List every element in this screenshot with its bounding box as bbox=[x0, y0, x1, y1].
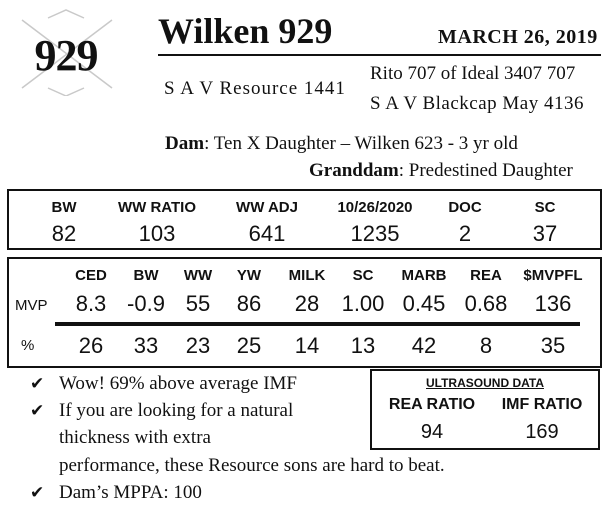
ultrasound-value-rea-ratio: 94 bbox=[420, 421, 444, 443]
weights-header-yearling-date: 10/26/2020 bbox=[337, 199, 413, 216]
epd-table: MVP % CED BW WW YW MILK SC MARB REA $MVP… bbox=[7, 257, 602, 368]
weights-header-sc: SC bbox=[534, 199, 556, 216]
sire-name: S A V Resource 1441 bbox=[164, 78, 346, 99]
note-dam-mppa: Dam’s MPPA: 100 bbox=[59, 482, 202, 503]
epd-value-yw: 86 bbox=[236, 291, 262, 316]
epd-percentile-rea: 8 bbox=[479, 333, 493, 358]
mvp-row-label: MVP bbox=[15, 297, 48, 314]
dam-line: Dam: Ten X Daughter – Wilken 623 - 3 yr … bbox=[165, 133, 518, 155]
note-thickness-line-3: performance, these Resource sons are har… bbox=[59, 455, 445, 476]
epd-percentile-marb: 42 bbox=[411, 333, 437, 358]
lot-number-logo bbox=[21, 9, 113, 96]
ultrasound-title: ULTRASOUND DATA bbox=[426, 376, 544, 390]
epd-header-rea: REA bbox=[470, 267, 502, 284]
epd-header-ced: CED bbox=[75, 267, 107, 284]
bull-name: Wilken 929 bbox=[158, 11, 333, 51]
ultrasound-table: ULTRASOUND DATA REA RATIO IMF RATIO 94 1… bbox=[370, 369, 600, 450]
weights-value-ww-adj: 641 bbox=[248, 221, 286, 246]
epd-header-bw: BW bbox=[133, 267, 159, 284]
note-thickness-line-2: thickness with extra bbox=[59, 427, 211, 448]
epd-header-yw: YW bbox=[236, 267, 262, 284]
epd-header-mvpfl: $MVPFL bbox=[523, 267, 583, 284]
weights-value-doc: 2 bbox=[458, 221, 472, 246]
epd-percentile-ww: 23 bbox=[185, 333, 211, 358]
check-icon: ✔ bbox=[30, 483, 45, 502]
epd-value-bw: -0.9 bbox=[127, 291, 165, 316]
check-icon: ✔ bbox=[30, 401, 45, 420]
note-thickness-line-1: If you are looking for a natural bbox=[59, 400, 294, 421]
granddam-value: : Predestined Daughter bbox=[398, 160, 573, 181]
epd-value-ced: 8.3 bbox=[75, 291, 107, 316]
ultrasound-header-imf-ratio: IMF RATIO bbox=[501, 396, 583, 413]
epd-value-ww: 55 bbox=[185, 291, 211, 316]
note-imf: Wow! 69% above average IMF bbox=[59, 373, 298, 394]
sale-date: MARCH 26, 2019 bbox=[438, 26, 598, 48]
granddam-line: Granddam: Predestined Daughter bbox=[309, 160, 573, 182]
percentile-row-label: % bbox=[21, 337, 35, 354]
check-icon: ✔ bbox=[30, 374, 45, 393]
epd-header-marb: MARB bbox=[401, 267, 447, 284]
epd-value-mvpfl: 136 bbox=[534, 291, 572, 316]
epd-percentile-mvpfl: 35 bbox=[540, 333, 566, 358]
weights-value-yearling: 1235 bbox=[350, 221, 400, 246]
epd-divider bbox=[55, 322, 580, 326]
ultrasound-value-imf-ratio: 169 bbox=[525, 421, 559, 443]
weights-value-bw: 82 bbox=[51, 221, 77, 246]
epd-percentile-bw: 33 bbox=[133, 333, 159, 358]
epd-value-rea: 0.68 bbox=[464, 291, 508, 316]
epd-header-milk: MILK bbox=[288, 267, 326, 284]
epd-percentile-sc: 13 bbox=[350, 333, 376, 358]
ultrasound-header-rea-ratio: REA RATIO bbox=[388, 396, 476, 413]
lot-number: 929 bbox=[34, 31, 99, 80]
epd-percentile-milk: 14 bbox=[294, 333, 320, 358]
epd-percentile-yw: 25 bbox=[236, 333, 262, 358]
weights-header-bw: BW bbox=[51, 199, 77, 216]
epd-value-marb: 0.45 bbox=[402, 291, 446, 316]
epd-header-ww: WW bbox=[183, 267, 213, 284]
title-divider bbox=[158, 54, 601, 56]
epd-header-sc: SC bbox=[352, 267, 374, 284]
epd-percentile-ced: 26 bbox=[78, 333, 104, 358]
epd-value-sc: 1.00 bbox=[341, 291, 385, 316]
weights-header-doc: DOC bbox=[448, 199, 482, 216]
dam-label: Dam bbox=[165, 133, 205, 154]
weights-header-ww-adj: WW ADJ bbox=[236, 199, 298, 216]
sire-sire-name: Rito 707 of Ideal 3407 707 bbox=[370, 63, 576, 84]
dam-value: : Ten X Daughter – Wilken 623 - 3 yr old bbox=[204, 133, 518, 154]
weights-header-ww-ratio: WW RATIO bbox=[117, 199, 197, 216]
weights-value-ww-ratio: 103 bbox=[138, 221, 176, 246]
weights-value-sc: 37 bbox=[532, 221, 558, 246]
weights-table: BW WW RATIO WW ADJ 10/26/2020 DOC SC 82 … bbox=[7, 189, 602, 250]
epd-value-milk: 28 bbox=[294, 291, 320, 316]
sire-dam-name: S A V Blackcap May 4136 bbox=[370, 93, 584, 114]
granddam-label: Granddam bbox=[309, 160, 399, 181]
